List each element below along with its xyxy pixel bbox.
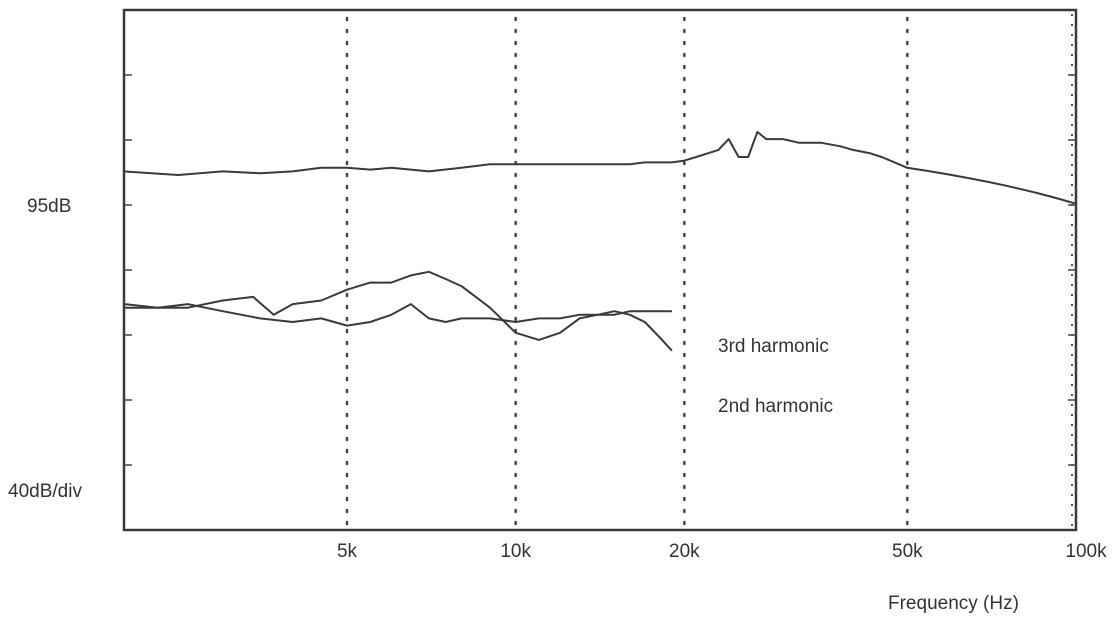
- x-tick-label-100k: 100k: [1065, 541, 1107, 562]
- plot-frame: [122, 8, 1078, 532]
- series-line-2nd-harmonic: [124, 303, 672, 327]
- series-label-2nd-harmonic: 2nd harmonic: [718, 396, 833, 417]
- series-line-3rd-harmonic: [123, 270, 673, 352]
- grid-lines: [345, 16, 909, 526]
- x-axis-label: Frequency (Hz): [888, 593, 1019, 614]
- y-reference-label: 95dB: [27, 196, 71, 217]
- y-scale-label: 40dB/div: [8, 481, 82, 502]
- x-tick-label-10k: 10k: [500, 541, 531, 562]
- x-tick-label-5k: 5k: [337, 541, 358, 562]
- y-axis-ticks: [124, 14, 1076, 526]
- series-group: [123, 130, 1077, 352]
- series-line-fundamental: [123, 130, 1077, 205]
- series-label-3rd-harmonic: 3rd harmonic: [718, 336, 829, 357]
- x-tick-labels: 5k 10k 20k 50k 100k: [337, 541, 1107, 562]
- x-tick-label-50k: 50k: [892, 541, 923, 562]
- x-tick-label-20k: 20k: [669, 541, 700, 562]
